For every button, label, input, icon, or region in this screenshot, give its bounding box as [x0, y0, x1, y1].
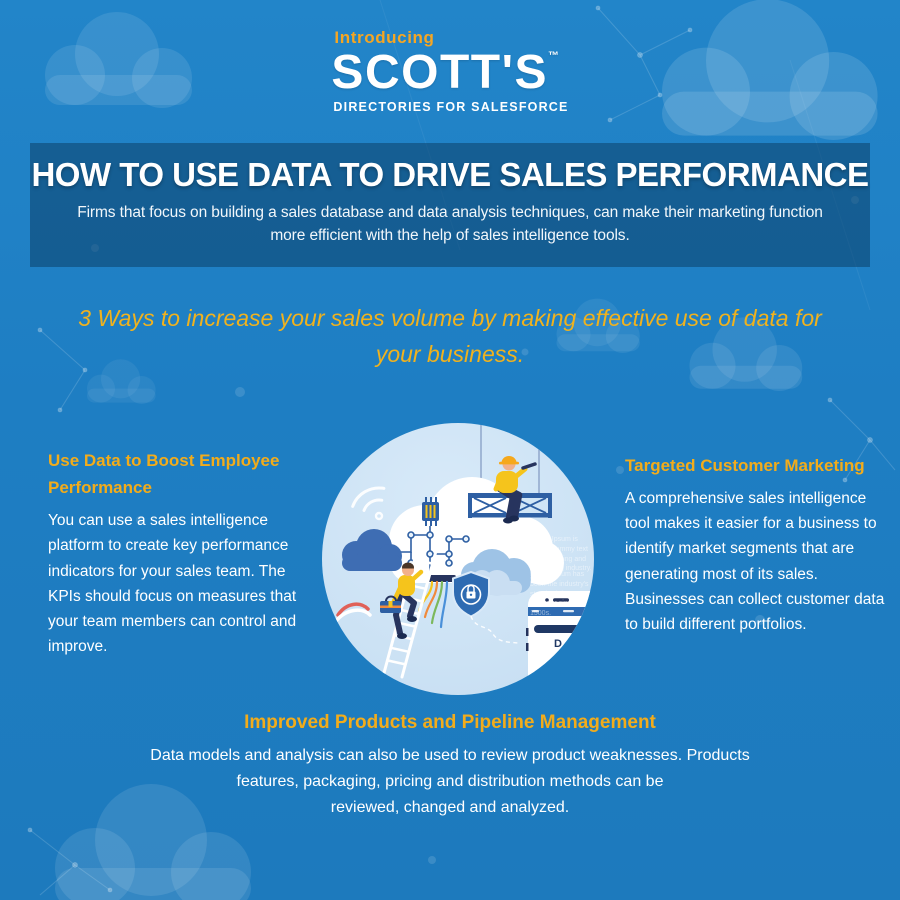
chip-icon	[422, 497, 439, 526]
section-heading: Targeted Customer Marketing	[625, 452, 887, 479]
section-heading: Improved Products and Pipeline Managemen…	[244, 712, 656, 733]
section-heading: Use Data to Boost Employee Performance	[48, 447, 304, 501]
logo-kicker: Introducing	[334, 28, 435, 47]
worker-climbing-ladder	[380, 562, 424, 639]
section-employee-performance: Use Data to Boost Employee Performance Y…	[48, 447, 304, 659]
section-body-line: features, packaging, pricing and distrib…	[236, 772, 664, 790]
section-heading-line: Targeted Customer Marketing	[625, 456, 865, 475]
wifi-icon	[351, 486, 386, 521]
illustration-svg: D	[322, 423, 594, 695]
toolbox-icon	[380, 595, 401, 613]
spyglass-icon	[521, 462, 537, 470]
section-targeted-marketing: Targeted Customer Marketing A comprehens…	[625, 452, 887, 637]
cloud-data-workers-illustration: D Lorem Ipsum is simply dummy text of th…	[322, 423, 594, 695]
arc-decoration	[334, 602, 372, 623]
illustration-caption: Lorem Ipsum has been the industry's stan…	[530, 571, 589, 618]
section-heading-line: Use Data to Boost Employee	[48, 451, 280, 470]
section-body: You can use a sales intelligence platfor…	[48, 512, 297, 655]
banner-subtitle-line: Firms that focus on building a sales dat…	[77, 204, 823, 221]
section-body-line: Data models and analysis can also be use…	[150, 747, 750, 764]
banner-subtitle-line: more efficient with the help of sales in…	[270, 227, 630, 245]
section-heading-line: Performance	[48, 478, 152, 498]
circuit-icon	[386, 526, 470, 575]
section-body: A comprehensive sales intelligence tool …	[625, 490, 885, 633]
illustration-caption: Lorem Ipsum is simply dummy text of the …	[530, 536, 592, 573]
section-body: Data models and analysis can also be use…	[130, 743, 770, 821]
tagline: 3 Ways to increase your sales volume by …	[0, 301, 900, 372]
banner-subtitle: Firms that focus on building a sales dat…	[30, 201, 870, 248]
phone-screen-letter: D	[554, 638, 562, 650]
tagline-line: 3 Ways to increase your sales volume by …	[78, 305, 822, 331]
title-banner: HOW TO USE DATA TO DRIVE SALES PERFORMAN…	[30, 143, 870, 267]
worker-with-spyglass	[493, 456, 537, 524]
dashed-connection-line	[470, 615, 519, 644]
section-pipeline-management: Improved Products and Pipeline Managemen…	[130, 712, 770, 821]
trademark-symbol: ™	[548, 50, 560, 62]
page-title: HOW TO USE DATA TO DRIVE SALES PERFORMAN…	[31, 156, 869, 193]
brand-name: SCOTT'S	[331, 46, 549, 99]
brand-logo: Introducing SCOTT'S™ DIRECTORIES FOR SAL…	[331, 28, 568, 114]
logo-subtitle: DIRECTORIES FOR SALESFORCE	[333, 100, 569, 114]
section-body-line: reviewed, changed and analyzed.	[330, 798, 570, 816]
brand-wordmark: SCOTT'S™	[331, 49, 568, 97]
tagline-line: your business.	[375, 340, 525, 367]
blue-cloud-icon	[342, 529, 402, 571]
